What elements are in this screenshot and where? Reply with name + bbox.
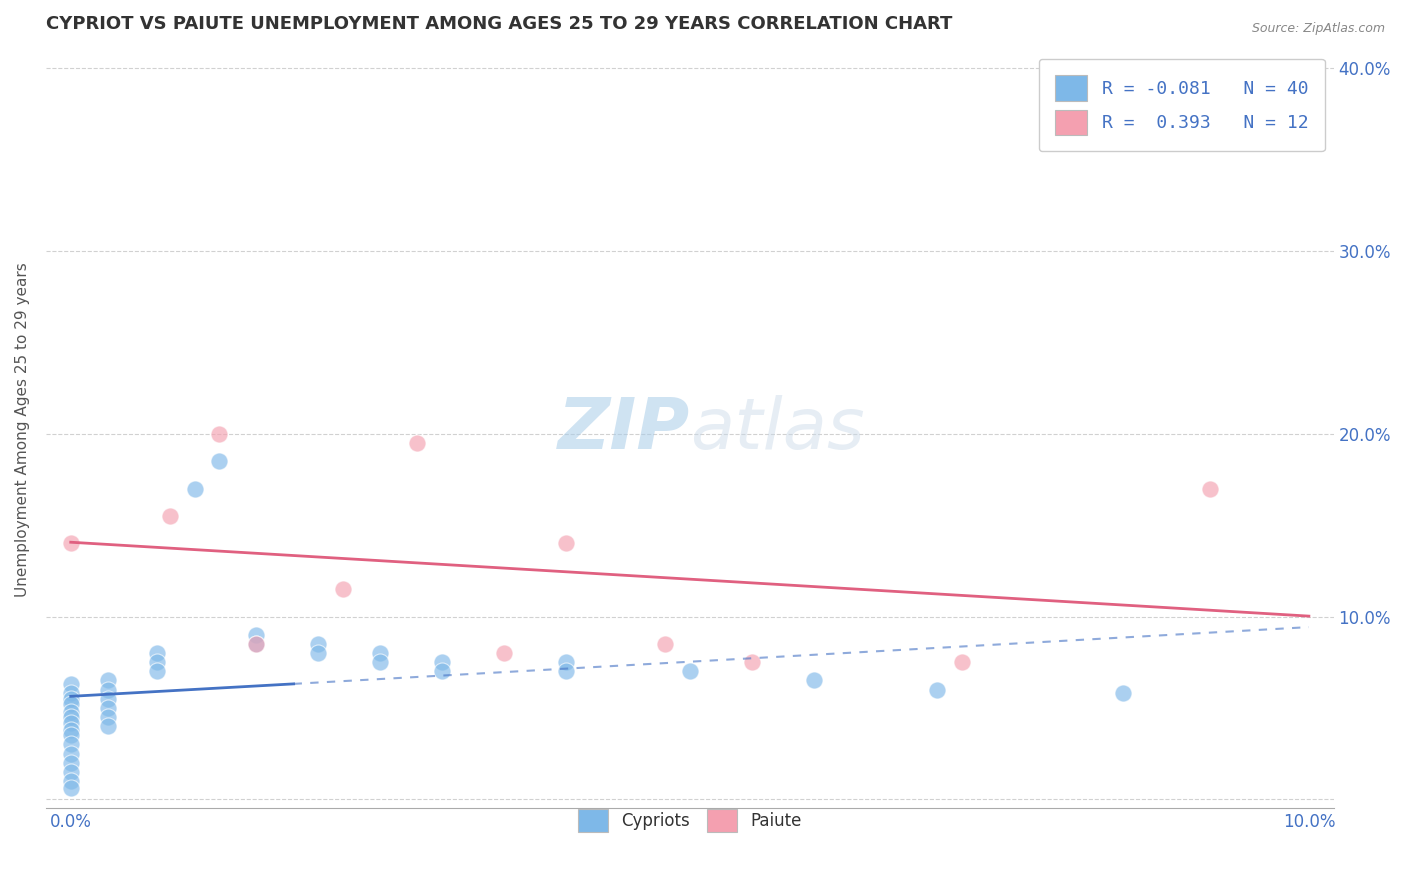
Point (59, 756, 82, 770)
Point (245, 637, 267, 651)
Point (741, 655, 763, 669)
Point (332, 582, 354, 596)
Point (950, 655, 973, 669)
Point (927, 682, 949, 697)
Point (1198, 482, 1220, 496)
Point (494, 646, 516, 660)
Point (245, 637, 267, 651)
Point (59, 764, 82, 779)
Point (97, 710, 120, 724)
Text: ZIP: ZIP (558, 394, 690, 464)
Point (555, 655, 578, 669)
Point (146, 665, 169, 679)
Point (97, 682, 120, 697)
Text: Source: ZipAtlas.com: Source: ZipAtlas.com (1251, 22, 1385, 36)
Point (654, 637, 676, 651)
Point (59, 723, 82, 737)
Point (59, 781, 82, 796)
Text: atlas: atlas (690, 394, 865, 464)
Point (307, 637, 329, 651)
Point (159, 508, 181, 523)
Point (59, 698, 82, 712)
Point (97, 701, 120, 715)
Point (1112, 686, 1135, 700)
Point (97, 719, 120, 733)
Point (97, 691, 120, 706)
Point (208, 454, 231, 468)
Point (183, 482, 205, 496)
Point (59, 536, 82, 550)
Point (59, 686, 82, 700)
Point (430, 655, 453, 669)
Point (59, 710, 82, 724)
Point (59, 738, 82, 752)
Point (59, 677, 82, 691)
Point (368, 646, 391, 660)
Point (59, 715, 82, 730)
Point (59, 747, 82, 761)
Text: CYPRIOT VS PAIUTE UNEMPLOYMENT AMONG AGES 25 TO 29 YEARS CORRELATION CHART: CYPRIOT VS PAIUTE UNEMPLOYMENT AMONG AGE… (46, 15, 952, 33)
Point (368, 655, 391, 669)
Point (679, 665, 702, 679)
Point (97, 673, 120, 688)
Point (406, 435, 429, 450)
Y-axis label: Unemployment Among Ages 25 to 29 years: Unemployment Among Ages 25 to 29 years (15, 261, 30, 597)
Point (59, 774, 82, 789)
Point (555, 536, 578, 550)
Point (208, 426, 231, 441)
Point (430, 665, 453, 679)
Point (59, 705, 82, 719)
Point (803, 673, 825, 688)
Point (245, 628, 267, 642)
Point (146, 646, 169, 660)
Legend: Cypriots, Paiute: Cypriots, Paiute (565, 796, 815, 846)
Point (59, 728, 82, 742)
Point (555, 665, 578, 679)
Point (59, 691, 82, 706)
Point (146, 655, 169, 669)
Point (307, 646, 329, 660)
